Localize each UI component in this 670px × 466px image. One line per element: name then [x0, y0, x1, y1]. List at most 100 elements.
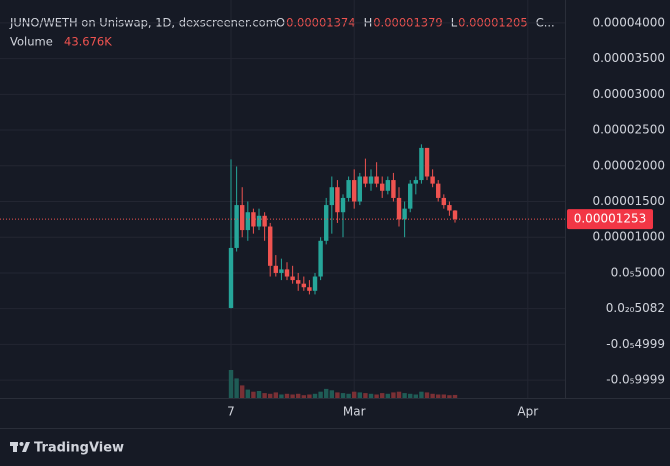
logo	[10, 442, 30, 452]
volume-bar	[408, 393, 413, 398]
volume-bar	[436, 394, 441, 398]
y-tick-label: -0.0₅9999	[606, 373, 665, 387]
candle-body	[284, 269, 290, 277]
volume-bar	[234, 378, 239, 398]
volume-bar	[329, 390, 335, 398]
volume-bar	[256, 391, 262, 398]
candle-body	[256, 215, 262, 227]
candle-body	[357, 176, 363, 202]
volume-bar	[268, 393, 273, 398]
volume-bar	[452, 394, 458, 398]
candle-body	[380, 183, 385, 191]
candle-body	[228, 247, 234, 308]
logo-part	[13, 442, 17, 452]
volume-bar	[413, 394, 419, 398]
candle-body	[424, 147, 430, 177]
volume-label: Volume	[10, 35, 53, 49]
volume-bar	[357, 392, 363, 398]
candle-body	[352, 180, 357, 202]
volume-bar	[245, 389, 251, 398]
candle-body	[408, 183, 413, 209]
volume-bar	[396, 391, 402, 398]
y-tick-label: 0.00001500	[592, 194, 665, 208]
candle-body	[436, 183, 441, 198]
volume-bar	[363, 393, 368, 398]
candle-body	[396, 197, 402, 220]
candle-body	[368, 176, 374, 184]
y-tick-label: 0.00004000	[592, 15, 665, 29]
footer-brand: TradingView	[34, 441, 124, 456]
candle-body	[279, 269, 284, 273]
candle-body	[312, 276, 318, 291]
volume-bar	[419, 391, 424, 398]
x-tick-label: Mar	[343, 405, 366, 419]
volume-bar	[318, 391, 323, 398]
candle-body	[307, 287, 312, 291]
volume-bar	[441, 394, 447, 398]
candle-body	[441, 197, 447, 206]
candle-body	[391, 180, 396, 198]
y-tick-label: 0.00002000	[592, 158, 665, 172]
volume-bar	[335, 392, 340, 398]
volume-value: 43.676K	[64, 35, 112, 49]
candle-body	[346, 180, 351, 198]
candle-body	[268, 226, 273, 266]
volume-bar	[380, 393, 385, 398]
candle-body	[240, 205, 245, 231]
volume-bar	[430, 393, 435, 398]
volume-bar	[296, 393, 301, 398]
candle-body	[262, 215, 267, 227]
candle-body	[402, 208, 407, 220]
candle-body	[234, 205, 239, 248]
y-tick-label: 0.0₅5000	[611, 265, 665, 279]
volume-bar	[290, 394, 295, 398]
volume-bar	[251, 391, 256, 398]
candle-body	[290, 276, 295, 281]
candle-body	[452, 210, 458, 220]
candle-body	[318, 240, 323, 277]
volume-bar	[447, 395, 452, 398]
volume-bar	[312, 393, 318, 398]
candle-body	[385, 180, 391, 191]
volume-bar	[262, 393, 267, 398]
volume-bar	[340, 393, 346, 398]
volume-bar	[374, 394, 379, 398]
y-tick-label: -0.0₅4999	[606, 337, 665, 351]
volume-bar	[301, 395, 307, 398]
volume-bar	[240, 385, 245, 398]
candle-body	[413, 180, 419, 184]
volume-bar	[402, 393, 407, 398]
candle-body	[363, 176, 368, 184]
y-tick-label: 0.00001000	[592, 230, 665, 244]
volume-bar	[279, 394, 284, 398]
candle-body	[340, 197, 346, 213]
volume-bar	[324, 388, 329, 398]
candle-body	[447, 205, 452, 211]
volume-bar	[424, 392, 430, 398]
candle-body	[251, 212, 256, 227]
candle-body	[324, 205, 329, 241]
volume-bar	[346, 393, 351, 398]
y-tick-label: 0.00003000	[592, 87, 665, 101]
candle-body	[329, 187, 335, 206]
candle-body	[419, 147, 424, 181]
logo-part	[19, 442, 24, 446]
candle-body	[430, 176, 435, 184]
volume-bar	[307, 394, 312, 398]
candle-body	[335, 187, 340, 213]
y-tick-label: 0.0₂₀5082	[606, 301, 665, 315]
volume-bar	[368, 393, 374, 398]
y-tick-label: 0.00002500	[592, 123, 665, 137]
volume-bar	[273, 392, 279, 398]
last-price-tag	[567, 209, 653, 230]
candle-body	[273, 265, 279, 273]
volume-bar	[228, 370, 234, 398]
volume-bar	[352, 391, 357, 398]
volume-bar	[385, 393, 391, 398]
last-price-label: 0.00001253	[574, 212, 647, 226]
candle-body	[296, 280, 301, 284]
logo-part	[22, 442, 30, 452]
